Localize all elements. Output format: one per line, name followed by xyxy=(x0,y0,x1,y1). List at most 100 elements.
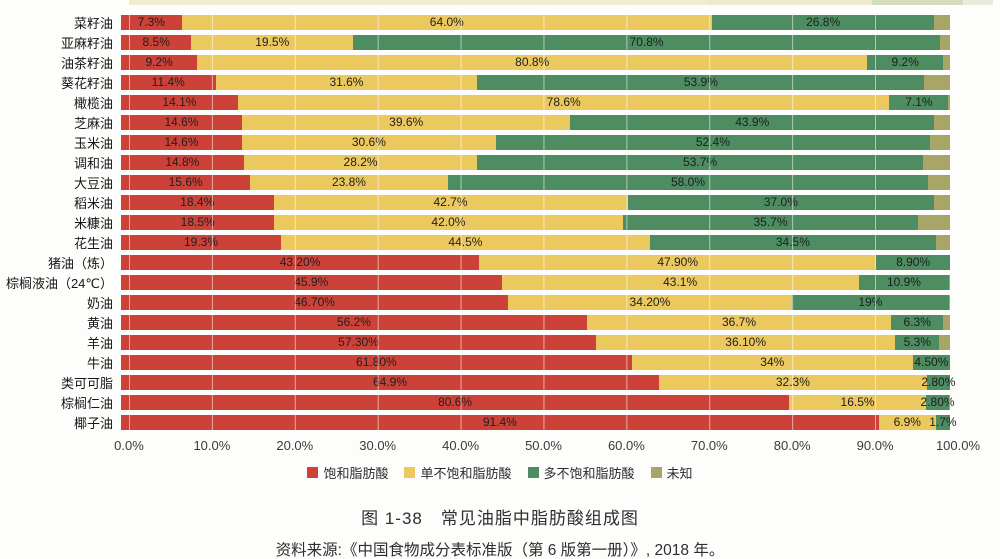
bar-segment: 42.0% xyxy=(274,214,623,230)
bar-track: 46.70% 34.20% 19% xyxy=(121,294,950,310)
bar-segment: 30.6% xyxy=(242,134,496,150)
x-axis-tick-label: 90.0% xyxy=(856,438,894,453)
y-axis-label: 牛油 xyxy=(86,355,113,371)
figure-caption: 图 1-38 常见油脂中脂肪酸组成图 xyxy=(361,509,639,528)
segment-value-label: 5.3% xyxy=(903,335,931,349)
segment-value-label: 80.6% xyxy=(438,395,473,409)
segment-value-label: 70.8% xyxy=(629,35,664,49)
segment-value-label: 9.2% xyxy=(145,55,173,69)
y-axis-label: 花生油 xyxy=(73,235,113,251)
bar-segment: 26.8% xyxy=(712,14,935,30)
x-axis-tick-label: 60.0% xyxy=(607,438,645,453)
bar-segment: 61.80% xyxy=(121,354,632,370)
bar-segment: 6.9% xyxy=(878,414,936,430)
bar-segment: 70.8% xyxy=(353,34,941,50)
bar-row: 椰子油 91.4% 6.9% 1.7% xyxy=(0,412,1000,432)
top-crop-artifact xyxy=(129,0,993,5)
y-axis-label: 稻米油 xyxy=(73,195,113,211)
x-axis: 0.0% 10.0% 20.0% 30.0% 40.0% 50.0% 60.0% 70.0% 8… xyxy=(114,436,980,456)
bar-track: 19.3% 44.5% 34.5% xyxy=(121,234,950,250)
legend-swatch-icon xyxy=(527,466,539,478)
bar-segment: 1.7% xyxy=(929,414,957,430)
segment-value-label: 1.7% xyxy=(929,415,957,429)
segment-value-label: 32.3% xyxy=(775,375,810,389)
bar-segment: 37.0% xyxy=(627,194,935,210)
segment-value-label: 11.4% xyxy=(151,75,185,89)
bar-segment xyxy=(922,154,950,170)
bar-segment: 14.6% xyxy=(121,134,243,150)
y-axis-label: 调和油 xyxy=(73,155,113,171)
bar-track: 14.6% 39.6% 43.9% xyxy=(121,114,950,130)
segment-value-label: 7.3% xyxy=(137,15,165,29)
bar-segment: 57.30% xyxy=(121,334,597,350)
bar-segment: 8.5% xyxy=(121,34,192,50)
bar-track: 7.3% 64.0% 26.8% xyxy=(121,14,950,30)
bar-segment: 56.2% xyxy=(121,314,587,330)
bar-segment: 36.10% xyxy=(596,334,896,350)
segment-value-label: 19% xyxy=(858,295,883,309)
bar-row: 稻米油 18.4% 42.7% 37.0% xyxy=(0,192,1000,212)
segment-value-label: 14.8% xyxy=(165,155,200,169)
bar-row: 猪油（炼） 43.20% 47.90% 8.90% xyxy=(0,252,1000,272)
x-axis-tick-label: 80.0% xyxy=(773,438,811,453)
y-axis-label: 大豆油 xyxy=(73,175,113,191)
bar-track: 18.4% 42.7% 37.0% xyxy=(121,194,950,210)
y-axis-label: 棕榈仁油 xyxy=(60,395,113,411)
segment-value-label: 44.5% xyxy=(448,235,483,249)
bar-segment: 11.4% xyxy=(121,74,216,90)
bar-segment xyxy=(939,334,950,350)
y-axis-label: 椰子油 xyxy=(73,415,113,431)
bar-segment: 18.4% xyxy=(121,194,274,210)
bar-track: 80.6% 16.5% 2.80% xyxy=(121,394,955,410)
legend-swatch-icon xyxy=(650,466,662,478)
bar-segment: 16.5% xyxy=(789,394,926,410)
segment-value-label: 47.90% xyxy=(657,255,699,269)
y-axis-label: 芝麻油 xyxy=(73,115,113,131)
bar-segment: 53.9% xyxy=(477,74,925,90)
bar-segment: 52.4% xyxy=(495,134,931,150)
bar-row: 葵花籽油 11.4% 31.6% 53.9% xyxy=(0,72,1000,92)
bar-segment: 31.6% xyxy=(215,74,478,90)
bar-segment: 43.20% xyxy=(121,254,480,270)
bar-track: 8.5% 19.5% 70.8% xyxy=(121,34,950,50)
legend-swatch-icon xyxy=(404,466,416,478)
bar-segment: 44.5% xyxy=(280,234,650,250)
bar-segment: 6.3% xyxy=(891,314,944,330)
bar-segment: 19.5% xyxy=(191,34,354,50)
bar-row: 调和油 14.8% 28.2% 53.7% xyxy=(0,152,1000,172)
bar-track: 18.5% 42.0% 35.7% xyxy=(121,214,950,230)
bar-row: 羊油 57.30% 36.10% 5.3% xyxy=(0,332,1000,352)
bar-segment: 2.80% xyxy=(921,374,955,390)
segment-value-label: 14.1% xyxy=(162,95,197,109)
segment-value-label: 2.80% xyxy=(921,375,956,389)
segment-value-label: 45.9% xyxy=(294,275,329,289)
x-axis-tick-label: 10.0% xyxy=(193,438,231,453)
bar-segment: 43.9% xyxy=(570,114,935,130)
segment-value-label: 30.6% xyxy=(351,135,386,149)
segment-value-label: 61.80% xyxy=(356,355,397,369)
bar-segment xyxy=(934,14,950,30)
segment-value-label: 34.20% xyxy=(629,295,671,309)
bar-segment: 43.1% xyxy=(501,274,859,290)
y-axis-label: 菜籽油 xyxy=(73,15,113,31)
y-axis-label: 类可可脂 xyxy=(60,375,113,391)
bar-segment: 8.90% xyxy=(876,254,950,270)
x-axis-tick-label: 40.0% xyxy=(442,438,480,453)
segment-value-label: 43.20% xyxy=(279,255,321,269)
segment-value-label: 7.1% xyxy=(905,95,933,109)
y-axis-label: 棕榈液油（24℃） xyxy=(5,275,113,291)
segment-value-label: 26.8% xyxy=(806,15,841,29)
legend-item: 多不饱和脂肪酸 xyxy=(527,463,635,482)
bar-row: 类可可脂 64.9% 32.3% 2.80% xyxy=(0,372,1000,392)
y-axis-label: 亚麻籽油 xyxy=(60,35,113,51)
bar-segment: 5.3% xyxy=(895,334,940,350)
bar-segment: 35.7% xyxy=(622,214,919,230)
bar-track: 14.6% 30.6% 52.4% xyxy=(121,134,950,150)
bar-track: 64.9% 32.3% 2.80% xyxy=(121,374,955,390)
bar-track: 15.6% 23.8% 58.0% xyxy=(121,174,950,190)
x-axis-tick-label: 70.0% xyxy=(690,438,728,453)
bar-segment: 9.2% xyxy=(121,54,198,70)
bar-segment: 7.1% xyxy=(889,94,949,110)
bar-segment: 39.6% xyxy=(242,114,571,130)
